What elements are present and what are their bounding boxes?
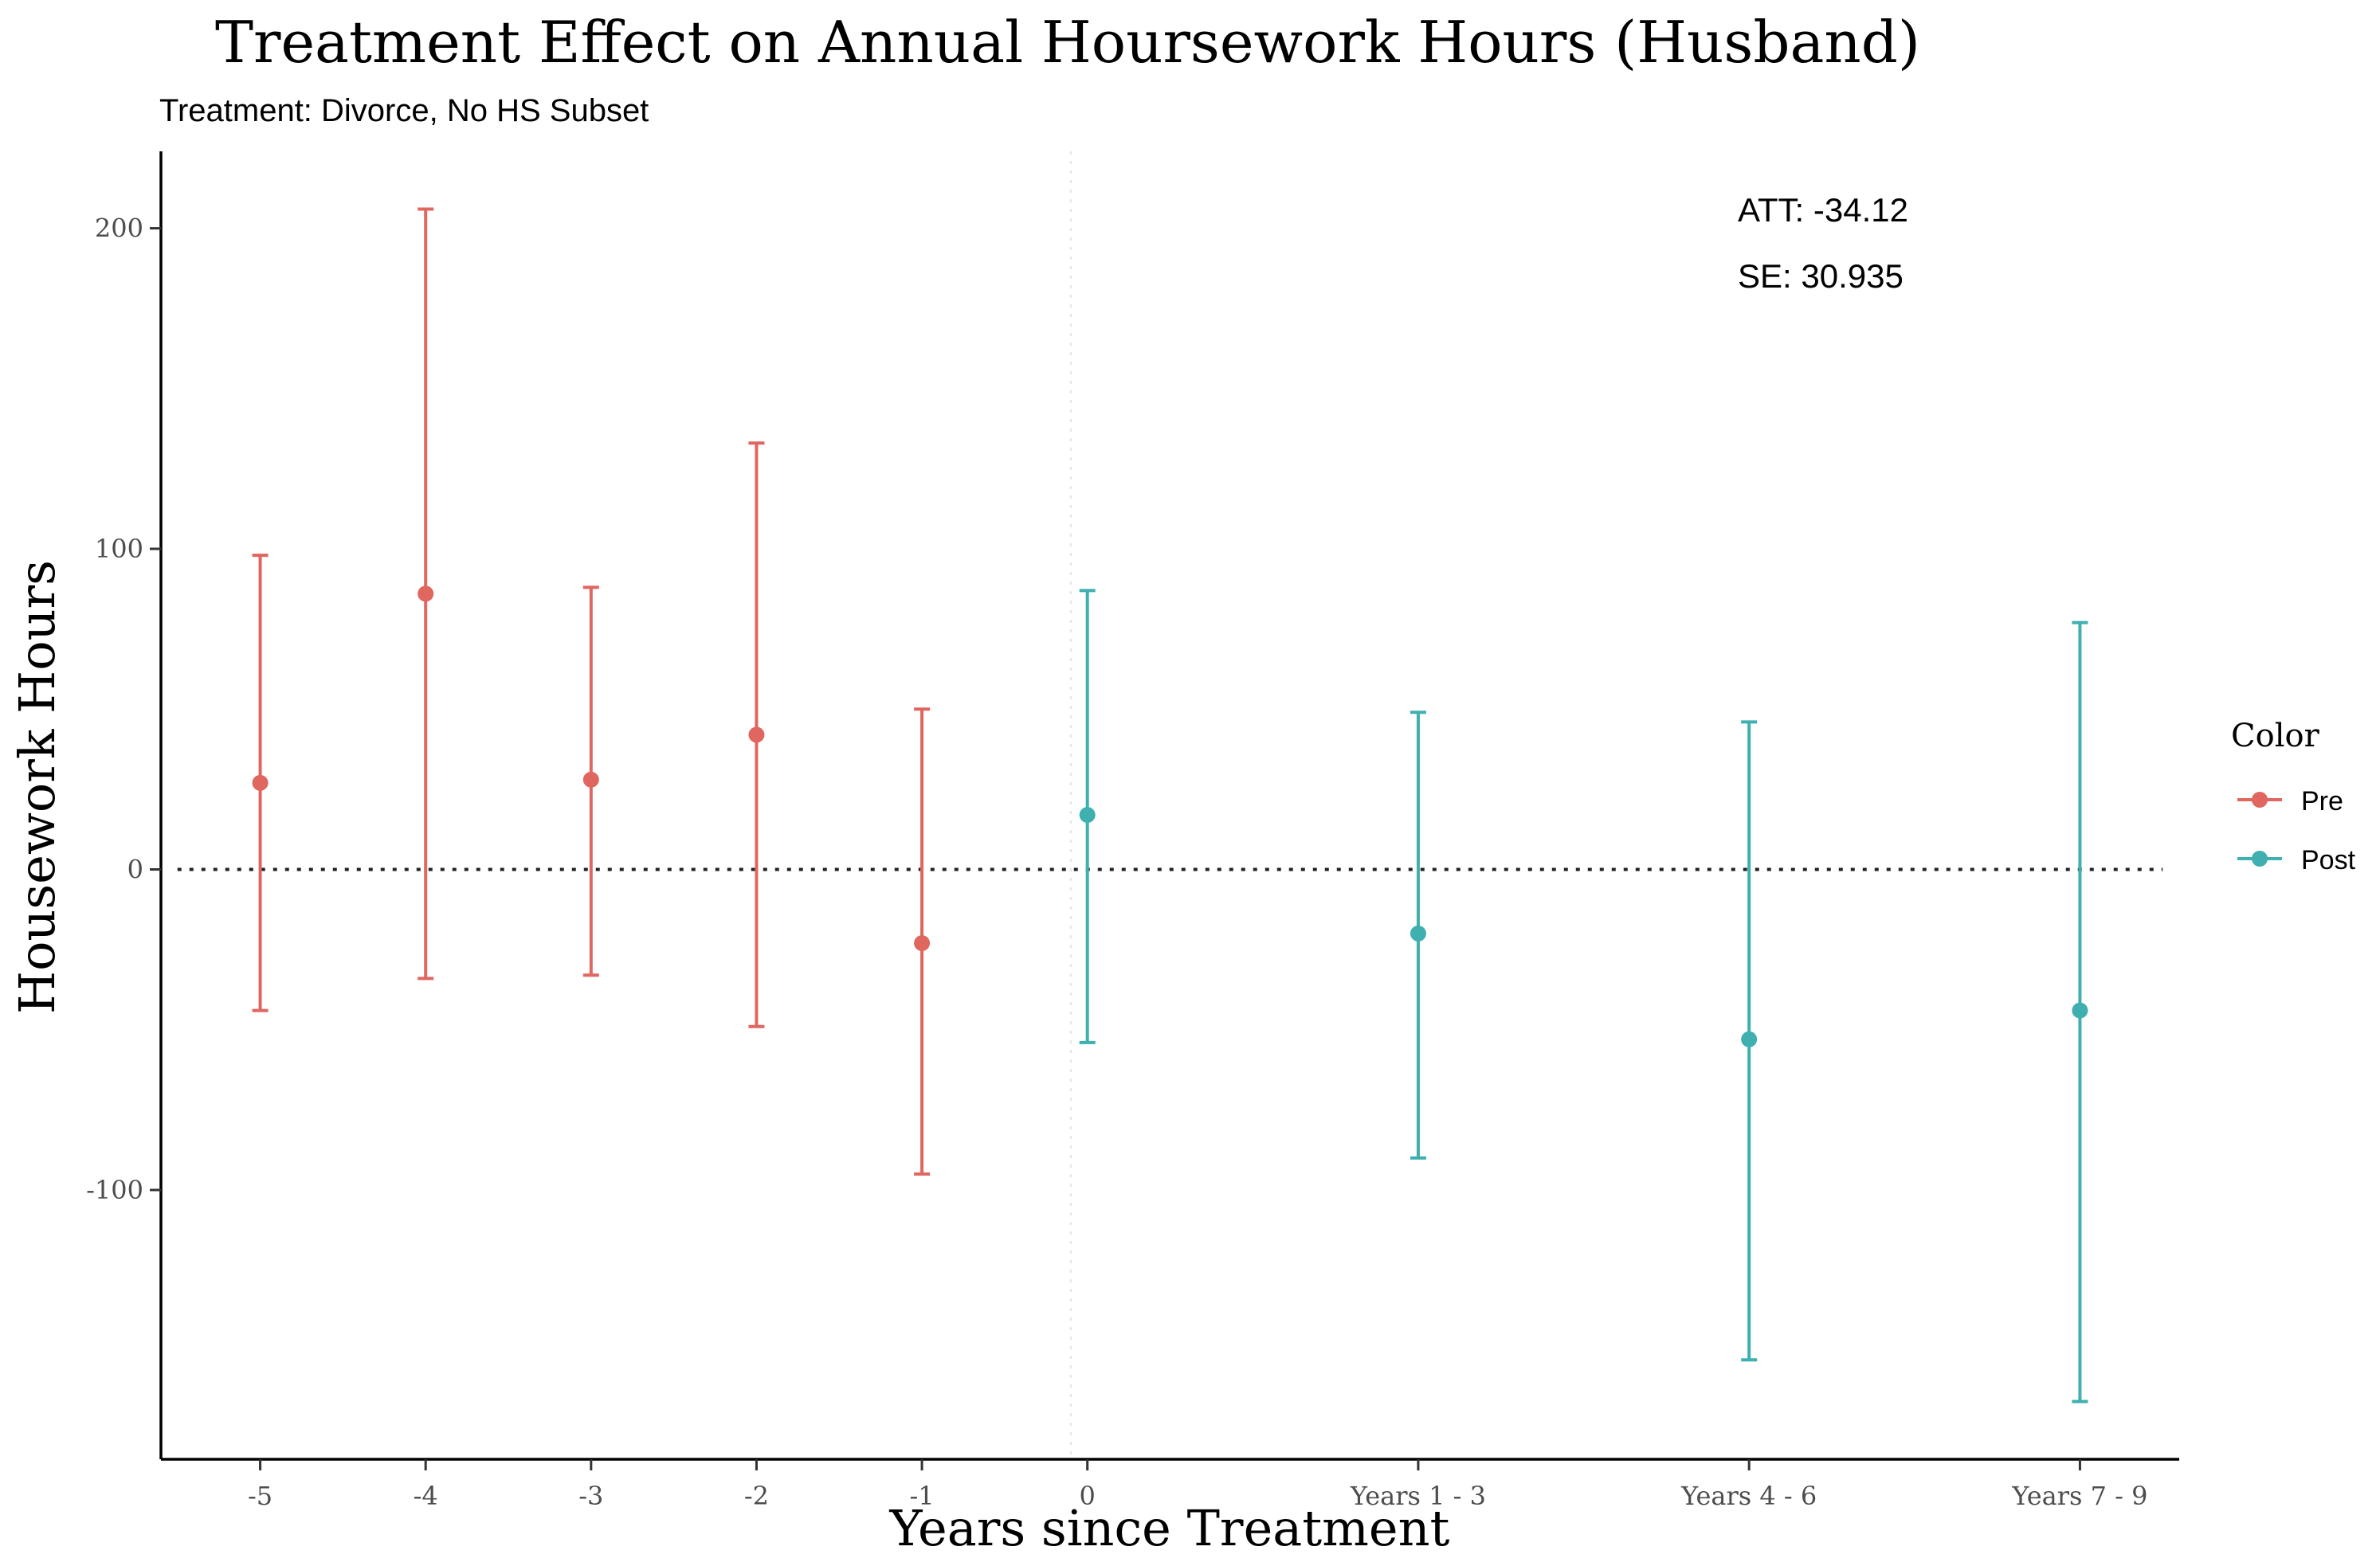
x-tick-label: Years 7 - 9: [2011, 1481, 2147, 1511]
data-point: [1741, 1031, 1758, 1047]
x-tick-label: -4: [414, 1481, 438, 1511]
y-tick-label: -100: [86, 1175, 143, 1205]
legend-point: [2252, 792, 2268, 808]
x-tick-label: 0: [1080, 1481, 1096, 1511]
legend: Color Pre Post: [2231, 718, 2356, 875]
data-point: [582, 771, 599, 788]
y-axis-label: Housework Hours: [8, 560, 66, 1014]
chart-subtitle: Treatment: Divorce, No HS Subset: [159, 93, 649, 128]
legend-entries: Pre Post: [2237, 786, 2356, 875]
chart-title: Treatment Effect on Annual Hoursework Ho…: [215, 9, 1920, 76]
x-tick-label: -5: [248, 1481, 273, 1511]
x-tick-label: Years 1 - 3: [1350, 1481, 1486, 1511]
y-tick-label: 0: [127, 854, 143, 884]
data-point: [1079, 807, 1096, 824]
y-tick-label: 200: [95, 213, 143, 244]
x-tick-label: -3: [578, 1481, 603, 1511]
data-point: [914, 935, 931, 952]
data-point: [418, 585, 434, 602]
y-tick-label: 100: [95, 534, 143, 564]
x-tick-label: -1: [909, 1481, 934, 1511]
legend-title: Color: [2231, 718, 2320, 754]
data-point: [748, 726, 765, 743]
data-point: [252, 774, 269, 791]
se-annotation: SE: 30.935: [1738, 257, 1904, 295]
plot-area: -100 0 100 200 -5 -4 -3 -2 -1 0 Years 1 - 3 Years 4…: [86, 151, 2179, 1511]
legend-label: Post: [2301, 845, 2356, 875]
x-tick-label: -2: [744, 1481, 769, 1511]
legend-point: [2252, 851, 2268, 867]
data-point: [2072, 1002, 2088, 1019]
x-tick-label: Years 4 - 6: [1680, 1481, 1817, 1511]
legend-label: Pre: [2301, 786, 2343, 816]
att-annotation: ATT: -34.12: [1738, 191, 1908, 229]
data-point: [1410, 925, 1426, 942]
x-axis-label: Years since Treatment: [889, 1499, 1450, 1557]
